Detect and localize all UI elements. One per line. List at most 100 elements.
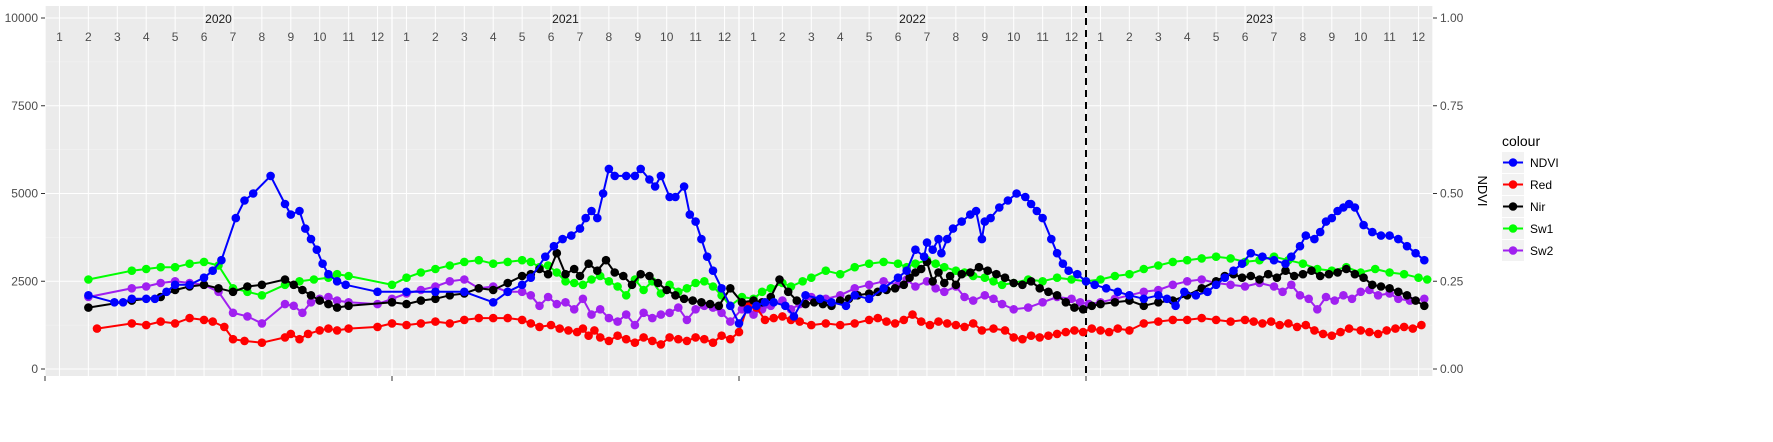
data-point-ndvi bbox=[1154, 291, 1163, 300]
data-point-sw1 bbox=[1226, 254, 1235, 263]
data-point-sw2 bbox=[665, 308, 674, 318]
data-point-ndvi bbox=[957, 217, 966, 226]
data-point-ndvi bbox=[575, 224, 585, 233]
data-point-sw2 bbox=[1240, 282, 1250, 291]
data-point-ndvi bbox=[995, 203, 1004, 212]
data-point-nir bbox=[1394, 287, 1403, 297]
data-point-sw1 bbox=[621, 291, 631, 300]
left-axis-tick-label: 7500 bbox=[11, 99, 38, 113]
data-point-sw1 bbox=[1414, 273, 1423, 283]
data-point-red bbox=[315, 326, 325, 335]
data-point-nir bbox=[199, 280, 209, 290]
data-point-red bbox=[656, 340, 666, 349]
data-point-sw2 bbox=[552, 299, 562, 309]
data-point-sw2 bbox=[911, 282, 920, 291]
data-point-nir bbox=[228, 287, 238, 297]
right-axis-tick-label: 0.25 bbox=[1440, 274, 1464, 288]
data-point-ndvi bbox=[679, 182, 689, 191]
data-point-red bbox=[1336, 327, 1345, 337]
data-point-nir bbox=[705, 299, 715, 309]
data-point-sw1 bbox=[387, 280, 397, 290]
data-point-sw2 bbox=[1278, 287, 1287, 297]
data-point-ndvi bbox=[630, 171, 640, 181]
data-point-red bbox=[795, 317, 804, 326]
legend-item-ndvi: NDVI bbox=[1502, 152, 1559, 173]
data-point-red bbox=[286, 329, 296, 339]
data-point-sw2 bbox=[1295, 291, 1305, 300]
data-point-sw2 bbox=[931, 284, 940, 293]
data-point-nir bbox=[488, 285, 498, 295]
data-point-sw2 bbox=[228, 308, 238, 318]
month-label: 6 bbox=[201, 30, 208, 44]
data-point-nir bbox=[280, 275, 290, 284]
data-point-sw1 bbox=[757, 287, 767, 297]
data-point-ndvi bbox=[581, 213, 590, 223]
data-point-red bbox=[977, 326, 987, 335]
data-point-sw2 bbox=[850, 284, 859, 293]
data-point-ndvi bbox=[332, 277, 342, 286]
right-axis-title: NDVI bbox=[1475, 175, 1490, 206]
year-label: 2023 bbox=[1246, 12, 1273, 26]
month-label: 10 bbox=[313, 30, 327, 44]
data-point-nir bbox=[543, 269, 553, 279]
data-point-ndvi bbox=[1139, 294, 1149, 304]
data-point-red bbox=[546, 320, 556, 330]
data-point-red bbox=[1301, 320, 1311, 330]
data-point-nir bbox=[619, 271, 628, 281]
data-point-nir bbox=[503, 278, 512, 288]
data-point-ndvi bbox=[431, 287, 440, 297]
data-point-sw1 bbox=[552, 268, 562, 277]
month-label: 5 bbox=[519, 30, 526, 44]
data-point-ndvi bbox=[1310, 234, 1319, 244]
data-point-nir bbox=[835, 296, 845, 305]
data-point-sw2 bbox=[691, 305, 700, 314]
month-label: 2 bbox=[779, 30, 786, 44]
month-label: 10 bbox=[1007, 30, 1021, 44]
month-label: 11 bbox=[342, 30, 355, 44]
data-point-red bbox=[488, 313, 498, 323]
data-point-sw1 bbox=[517, 255, 527, 265]
month-label: 12 bbox=[371, 30, 385, 44]
data-point-red bbox=[92, 324, 102, 333]
series-red bbox=[92, 301, 1426, 349]
data-point-ndvi bbox=[208, 266, 217, 276]
data-point-ndvi bbox=[879, 284, 888, 293]
data-point-sw1 bbox=[807, 273, 816, 283]
data-point-sw2 bbox=[445, 277, 455, 286]
data-point-nir bbox=[1009, 278, 1018, 288]
data-point-ndvi bbox=[280, 199, 290, 209]
data-point-ndvi bbox=[708, 266, 718, 276]
data-point-nir bbox=[1376, 282, 1386, 291]
data-point-nir bbox=[1385, 284, 1394, 293]
data-point-sw1 bbox=[893, 259, 903, 269]
data-point-sw1 bbox=[682, 284, 692, 293]
data-point-sw2 bbox=[535, 301, 544, 311]
month-label: 7 bbox=[577, 30, 584, 44]
data-point-ndvi bbox=[170, 280, 180, 290]
data-point-nir bbox=[983, 266, 992, 276]
data-point-sw1 bbox=[1125, 269, 1134, 279]
data-point-red bbox=[717, 331, 726, 341]
data-point-ndvi bbox=[517, 280, 527, 290]
data-point-sw2 bbox=[1313, 305, 1322, 314]
data-point-sw2 bbox=[1304, 294, 1313, 304]
month-label: 9 bbox=[287, 30, 294, 44]
month-label: 7 bbox=[1271, 30, 1278, 44]
data-point-nir bbox=[561, 269, 570, 279]
data-point-sw2 bbox=[1226, 280, 1235, 290]
data-point-ndvi bbox=[942, 234, 952, 244]
data-point-red bbox=[590, 326, 599, 335]
data-point-sw2 bbox=[257, 319, 267, 328]
data-point-nir bbox=[243, 282, 252, 291]
data-point-sw1 bbox=[821, 266, 831, 276]
data-point-ndvi bbox=[934, 234, 943, 244]
data-point-sw2 bbox=[749, 310, 758, 319]
data-point-ndvi bbox=[1021, 192, 1030, 202]
series-ndvi bbox=[84, 164, 1429, 328]
data-point-nir bbox=[1333, 268, 1342, 277]
data-point-sw1 bbox=[879, 257, 888, 267]
data-point-nir bbox=[1087, 301, 1097, 311]
data-point-nir bbox=[257, 280, 267, 290]
data-point-red bbox=[890, 319, 900, 328]
